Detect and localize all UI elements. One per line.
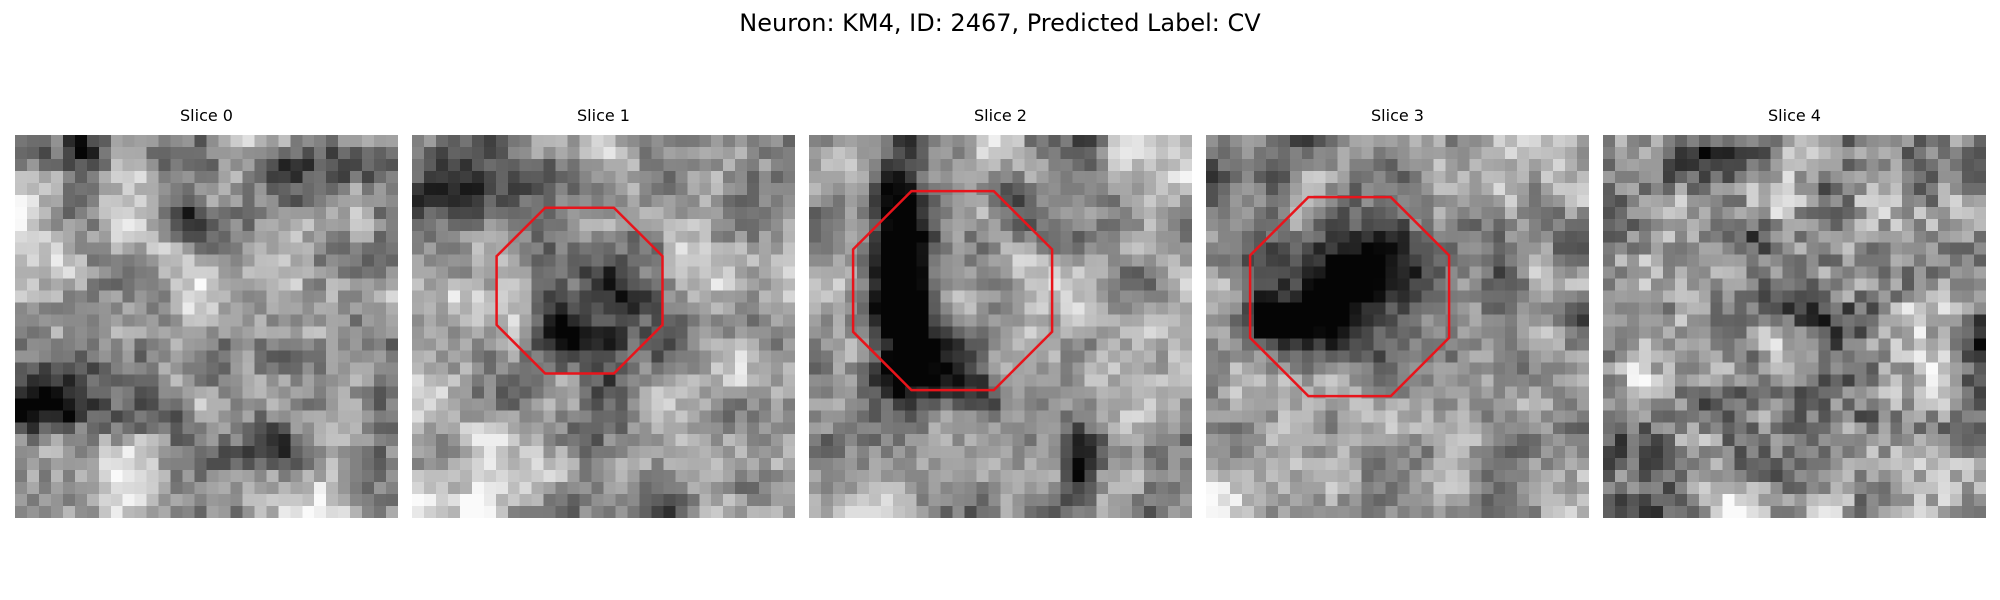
- roi-outline: [495, 206, 664, 375]
- slice-image: [15, 135, 398, 518]
- roi-outline: [1248, 195, 1451, 398]
- slice-panel-0: Slice 0: [15, 105, 398, 529]
- slice-panel-2: Slice 2: [809, 105, 1192, 529]
- slice-title: Slice 0: [180, 106, 233, 125]
- roi-outline: [851, 189, 1054, 392]
- slice-title: Slice 2: [974, 106, 1027, 125]
- slice-title: Slice 1: [577, 106, 630, 125]
- slice-image: [1603, 135, 1986, 518]
- slice-image: [809, 135, 1192, 518]
- slice-panel-4: Slice 4: [1603, 105, 1986, 529]
- slice-panel-3: Slice 3: [1206, 105, 1589, 529]
- slice-image: [412, 135, 795, 518]
- figure-title: Neuron: KM4, ID: 2467, Predicted Label: …: [739, 9, 1261, 37]
- slice-panel-1: Slice 1: [412, 105, 795, 529]
- slice-title: Slice 4: [1768, 106, 1821, 125]
- slice-title: Slice 3: [1371, 106, 1424, 125]
- slice-image: [1206, 135, 1589, 518]
